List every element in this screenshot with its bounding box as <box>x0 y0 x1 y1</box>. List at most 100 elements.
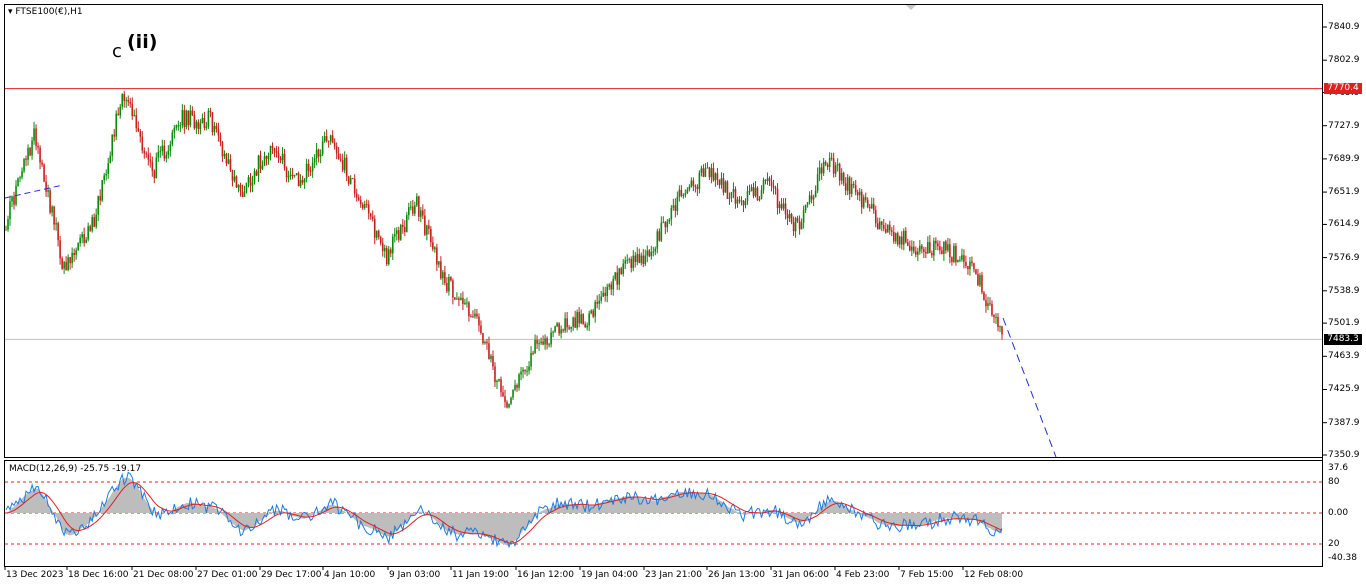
candle-body <box>832 158 835 174</box>
candle-body <box>462 297 464 305</box>
candle-body <box>911 246 913 251</box>
candle-body <box>520 371 522 375</box>
candle-body <box>744 201 747 206</box>
candle-body <box>666 221 669 228</box>
candle-body <box>323 136 326 142</box>
candle-body <box>684 193 687 196</box>
candle-body <box>399 224 402 240</box>
candle-body <box>111 134 114 156</box>
candle-body <box>177 125 180 127</box>
candle-body <box>117 113 120 116</box>
candle-body <box>83 234 85 243</box>
candle-body <box>73 252 75 256</box>
candle-body <box>476 313 478 317</box>
candle-body <box>377 230 380 238</box>
candle-body <box>466 302 468 304</box>
candle-body <box>792 222 795 232</box>
candle-body <box>325 136 328 141</box>
candle-body <box>760 190 763 199</box>
candle-body <box>251 182 254 186</box>
candle-body <box>153 170 156 179</box>
candle-body <box>746 191 749 202</box>
candle-body <box>955 245 957 263</box>
candle-body <box>227 159 230 164</box>
candle-body <box>53 206 55 225</box>
candle-body <box>426 225 428 235</box>
candle-body <box>568 327 570 329</box>
candle-body <box>145 153 148 155</box>
candle-body <box>87 226 89 240</box>
candle-body <box>201 117 204 124</box>
collapse-triangle-icon[interactable]: ▾ <box>8 7 13 17</box>
candle-body <box>626 259 629 261</box>
candle-body <box>13 196 15 205</box>
candle-body <box>508 403 510 408</box>
candle-body <box>97 196 99 215</box>
candle-body <box>742 200 745 206</box>
candle-body <box>448 277 450 292</box>
candle-body <box>496 380 498 383</box>
candle-body <box>65 262 67 271</box>
candle-body <box>806 202 809 205</box>
candle-body <box>420 210 422 217</box>
candle-body <box>458 298 460 301</box>
shift-marker-icon <box>906 5 916 10</box>
candle-body <box>243 192 246 197</box>
candle-body <box>119 106 122 116</box>
candle-body <box>422 210 424 216</box>
candle-body <box>842 172 845 184</box>
candle-body <box>616 272 619 285</box>
candle-body <box>720 178 723 185</box>
candle-body <box>822 161 825 174</box>
symbol-header[interactable]: ▾ FTSE100(€),H1 <box>8 7 83 17</box>
candle-body <box>630 259 633 268</box>
candle-body <box>923 249 925 252</box>
candle-body <box>862 197 865 208</box>
candle-body <box>179 125 182 127</box>
candle-body <box>189 110 192 126</box>
candle-body <box>516 385 518 388</box>
candle-body <box>213 125 216 132</box>
candle-body <box>558 323 560 334</box>
candle-body <box>331 135 334 143</box>
candle-body <box>19 177 21 179</box>
candle-body <box>704 168 707 177</box>
candle-body <box>778 204 781 208</box>
price-tick-label: 7425.9 <box>1328 384 1360 395</box>
candle-body <box>89 226 91 231</box>
price-tick-label: 7576.9 <box>1328 252 1360 263</box>
candle-body <box>137 127 140 132</box>
candle-body <box>572 317 574 327</box>
candle-body <box>985 300 987 307</box>
candle-body <box>249 177 252 186</box>
candle-body <box>652 251 655 253</box>
candle-body <box>203 117 206 128</box>
candle-body <box>440 261 442 279</box>
candle-body <box>710 168 713 178</box>
candle-body <box>564 318 566 331</box>
candle-body <box>951 257 953 262</box>
candle-body <box>834 165 837 174</box>
candle-body <box>913 246 915 252</box>
candle-body <box>991 303 993 316</box>
candle-body <box>786 214 789 219</box>
candle-body <box>239 184 242 192</box>
candle-body <box>672 205 675 208</box>
candle-body <box>726 181 729 199</box>
candle-body <box>600 296 602 301</box>
candle-body <box>273 147 276 152</box>
candle-body <box>39 147 41 163</box>
candle-body <box>512 389 514 398</box>
candle-body <box>484 341 486 344</box>
candle-body <box>690 180 693 187</box>
price-tick-label: 7614.9 <box>1328 219 1360 230</box>
candle-body <box>77 243 79 251</box>
candle-body <box>438 261 440 265</box>
candle-body <box>391 236 394 254</box>
candle-body <box>812 197 815 200</box>
candle-body <box>931 253 933 256</box>
candle-body <box>730 192 733 198</box>
time-tick-label: 9 Jan 03:00 <box>389 570 441 580</box>
wave-label-ii: (ii) <box>127 31 157 53</box>
